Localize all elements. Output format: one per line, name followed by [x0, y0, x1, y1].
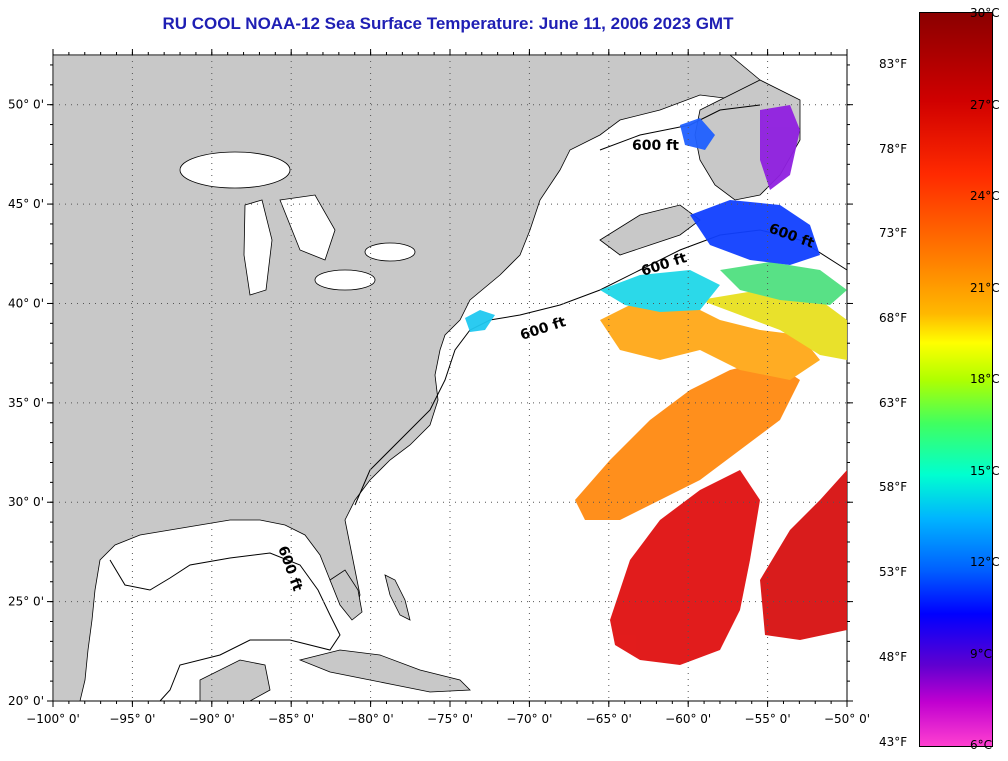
celsius-label: 24°C: [970, 189, 1000, 203]
sst-patch-orange-north: [600, 300, 820, 380]
fahrenheit-label: 58°F: [879, 480, 908, 495]
yucatan: [199, 659, 271, 702]
sst-patch-green: [720, 262, 847, 305]
longitude-label: −65° 0': [586, 712, 632, 726]
nova-scotia: [599, 204, 701, 256]
latitude-label: 50° 0': [8, 98, 44, 112]
sst-layer: [465, 105, 847, 665]
celsius-label: 18°C: [970, 372, 1000, 386]
latitude-label: 40° 0': [8, 296, 44, 310]
map-title: RU COOL NOAA-12 Sea Surface Temperature:…: [162, 14, 734, 33]
latitude-labels: 50° 0' 45° 0' 40° 0' 35° 0' 30° 0' 25° 0' 20° …: [8, 98, 44, 708]
lake-erie: [314, 269, 376, 291]
fahrenheit-label: 43°F: [879, 734, 908, 749]
cuba: [298, 649, 471, 693]
celsius-label: 6°C: [970, 738, 993, 752]
fahrenheit-label: 73°F: [879, 226, 908, 241]
axis-ticks: [47, 49, 853, 707]
fahrenheit-label: 53°F: [879, 565, 908, 580]
great-lakes: [179, 151, 416, 296]
lake-huron: [279, 194, 336, 261]
latitude-label: 25° 0': [8, 595, 44, 609]
contour-label: 600 ft: [632, 138, 679, 154]
longitude-label: −100° 0': [26, 712, 80, 726]
lake-ontario: [364, 242, 416, 262]
longitude-labels: −100° 0' −95° 0' −90° 0' −85° 0' −80° 0' −75°…: [26, 712, 870, 726]
fahrenheit-label: 78°F: [879, 141, 908, 156]
longitude-label: −60° 0': [665, 712, 711, 726]
longitude-label: −75° 0': [427, 712, 473, 726]
longitude-label: −70° 0': [506, 712, 552, 726]
celsius-label: 21°C: [970, 280, 1000, 295]
graticule: [53, 55, 847, 701]
sst-patch-yellow: [700, 290, 847, 360]
celsius-label: 30°C: [970, 6, 1000, 20]
lake-michigan: [243, 199, 273, 296]
north-america-land: [52, 54, 761, 702]
longitude-label: −85° 0': [268, 712, 314, 726]
latitude-label: 45° 0': [8, 197, 44, 211]
longitude-label: −55° 0': [745, 712, 791, 726]
fahrenheit-label: 48°F: [879, 649, 908, 664]
sst-patch-cyan: [600, 270, 720, 312]
sst-patch-blue-north: [680, 118, 715, 150]
latitude-label: 20° 0': [8, 694, 44, 708]
longitude-label: −80° 0': [348, 712, 394, 726]
sst-patch-red-east: [760, 470, 847, 640]
sst-patch-cyan-coast: [465, 310, 495, 332]
longitude-label: −50° 0': [824, 712, 870, 726]
celsius-label: 9°C: [970, 646, 993, 661]
florida: [329, 569, 363, 621]
celsius-label: 27°C: [970, 97, 1000, 112]
fahrenheit-label: 63°F: [879, 395, 908, 410]
celsius-label: 12°C: [970, 555, 1000, 569]
sst-patch-blue: [690, 200, 820, 265]
latitude-label: 35° 0': [8, 396, 44, 410]
sst-patch-purple: [760, 105, 800, 190]
longitude-label: −90° 0': [189, 712, 235, 726]
longitude-label: −95° 0': [109, 712, 155, 726]
sst-patch-red-south: [610, 470, 760, 665]
latitude-label: 30° 0': [8, 495, 44, 509]
lake-superior: [179, 151, 291, 189]
sst-patch-orange: [575, 360, 800, 520]
temperature-colorbar: [919, 12, 993, 747]
celsius-label: 15°C: [970, 463, 1000, 478]
bahamas: [384, 574, 411, 621]
fahrenheit-label: 83°F: [879, 56, 908, 71]
fahrenheit-label: 68°F: [879, 311, 908, 325]
